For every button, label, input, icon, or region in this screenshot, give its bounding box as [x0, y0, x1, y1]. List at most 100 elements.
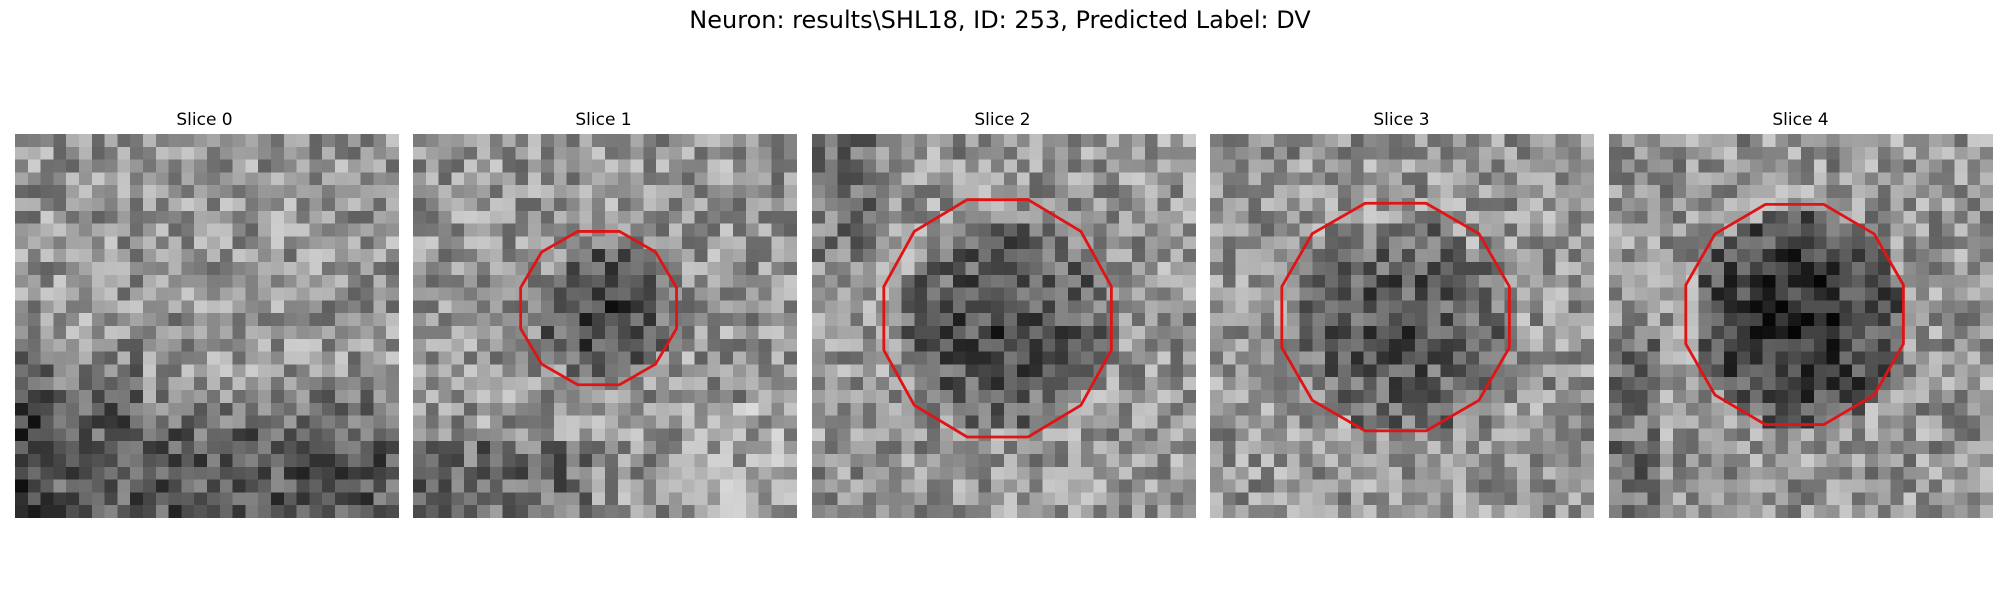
pixel: [901, 364, 915, 378]
pixel: [168, 377, 182, 391]
pixel: [553, 402, 567, 416]
pixel: [1711, 146, 1725, 160]
pixel: [27, 134, 41, 148]
pixel: [720, 402, 734, 416]
pixel: [1724, 198, 1738, 212]
pixel: [1248, 390, 1262, 404]
pixel: [477, 287, 491, 301]
pixel: [1542, 274, 1556, 288]
pixel: [15, 377, 29, 391]
pixel: [53, 262, 67, 276]
pixel: [605, 249, 619, 263]
pixel: [53, 364, 67, 378]
pixel: [386, 492, 399, 506]
pixel: [1157, 287, 1171, 301]
pixel: [194, 313, 208, 327]
pixel: [784, 402, 797, 416]
pixel: [1568, 249, 1582, 263]
pixel: [1749, 172, 1763, 186]
pixel: [927, 390, 941, 404]
pixel: [1542, 390, 1556, 404]
pixel: [850, 351, 864, 365]
pixel: [1029, 210, 1043, 224]
pixel: [1980, 492, 1993, 506]
pixel: [1261, 300, 1275, 314]
pixel: [66, 326, 80, 340]
pixel: [566, 402, 580, 416]
pixel: [1286, 326, 1300, 340]
pixel: [1826, 479, 1840, 493]
pixel: [1749, 505, 1763, 518]
pixel: [168, 415, 182, 429]
pixel: [1542, 236, 1556, 250]
pixel: [1530, 262, 1544, 276]
pixel: [1299, 454, 1313, 468]
pixel: [1609, 146, 1623, 160]
pixel: [425, 146, 439, 160]
pixel: [347, 326, 361, 340]
pixel: [1929, 172, 1943, 186]
pixel: [1414, 159, 1428, 173]
pixel: [181, 249, 195, 263]
pixel: [566, 364, 580, 378]
pixel: [1466, 287, 1480, 301]
pixel: [669, 402, 683, 416]
pixel: [1839, 415, 1853, 429]
pixel: [489, 262, 503, 276]
pixel: [1068, 146, 1082, 160]
pixel: [194, 300, 208, 314]
pixel: [1581, 236, 1594, 250]
pixel: [438, 441, 452, 455]
pixel: [1222, 223, 1236, 237]
pixel: [1609, 351, 1623, 365]
pixel: [1350, 492, 1364, 506]
pixel: [168, 441, 182, 455]
pixel: [181, 390, 195, 404]
pixel: [194, 466, 208, 480]
pixel: [502, 505, 516, 518]
pixel: [1261, 428, 1275, 442]
pixel: [1248, 351, 1262, 365]
pixel: [1698, 338, 1712, 352]
pixel: [1877, 172, 1891, 186]
pixel: [1826, 146, 1840, 160]
pixel: [758, 492, 772, 506]
pixel: [771, 377, 785, 391]
pixel: [296, 159, 310, 173]
pixel: [978, 492, 992, 506]
pixel: [837, 185, 851, 199]
pixel: [1299, 402, 1313, 416]
pixel: [978, 338, 992, 352]
pixel: [1634, 466, 1648, 480]
pixel: [194, 428, 208, 442]
pixel: [1119, 185, 1133, 199]
pixel: [1466, 466, 1480, 480]
pixel: [784, 185, 797, 199]
pixel: [694, 402, 708, 416]
pixel: [1286, 287, 1300, 301]
pixel: [901, 466, 915, 480]
pixel: [194, 198, 208, 212]
pixel: [1183, 134, 1196, 148]
pixel: [927, 313, 941, 327]
pixel: [643, 441, 657, 455]
pixel: [1119, 313, 1133, 327]
pixel: [66, 210, 80, 224]
pixel: [502, 146, 516, 160]
pixel: [335, 492, 349, 506]
pixel: [1144, 479, 1158, 493]
pixel: [1542, 210, 1556, 224]
pixel: [1286, 198, 1300, 212]
pixel: [1004, 262, 1018, 276]
pixel: [1312, 172, 1326, 186]
pixel: [1865, 159, 1879, 173]
pixel: [656, 198, 670, 212]
pixel: [1466, 185, 1480, 199]
pixel: [1788, 300, 1802, 314]
pixel: [1890, 185, 1904, 199]
pixel: [1427, 338, 1441, 352]
pixel: [360, 492, 374, 506]
pixel: [1877, 338, 1891, 352]
pixel: [79, 454, 93, 468]
pixel: [1609, 466, 1623, 480]
